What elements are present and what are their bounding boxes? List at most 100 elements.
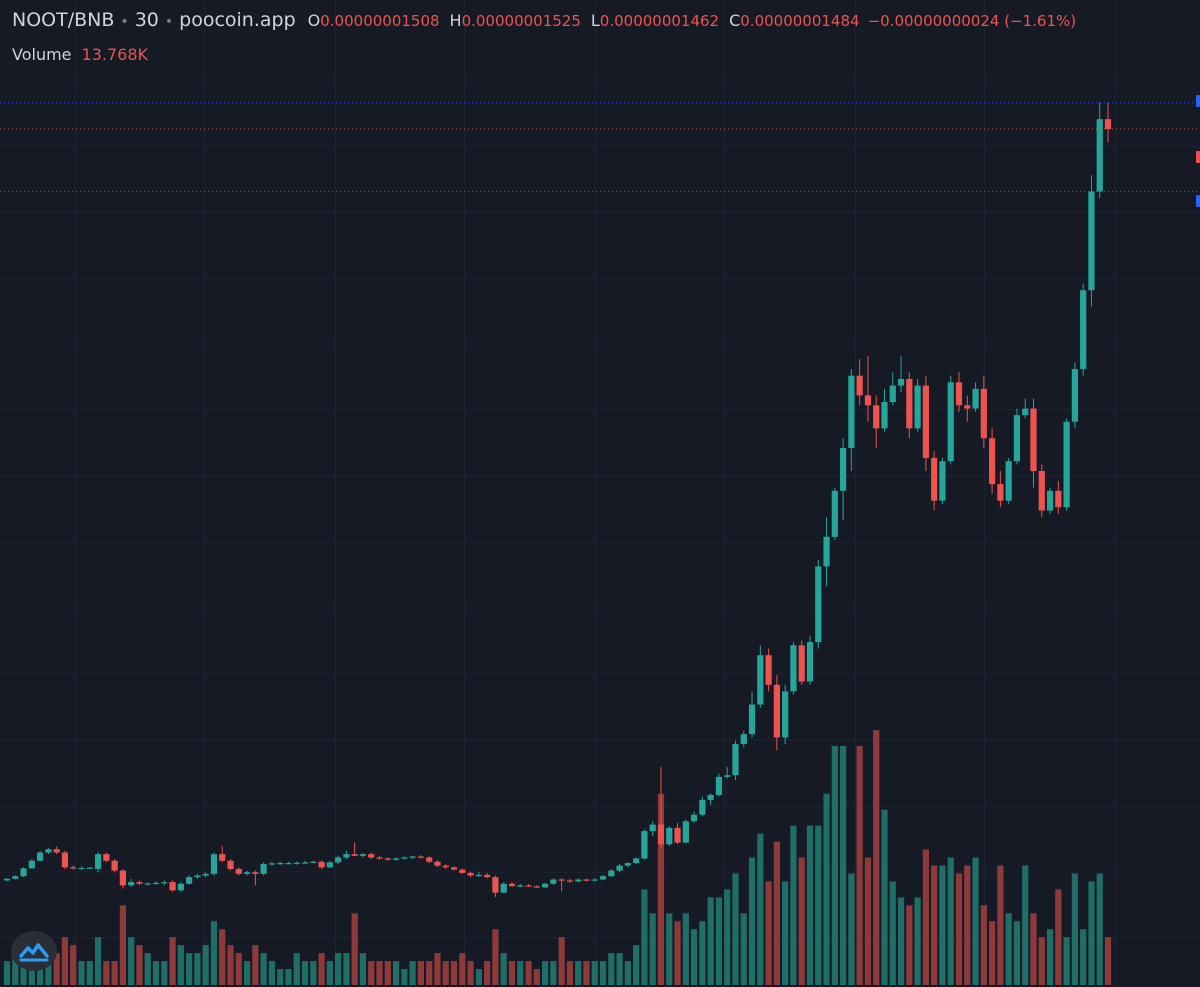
candle-body — [914, 385, 921, 429]
candle-body — [152, 882, 160, 884]
candle-body — [243, 872, 251, 874]
candle-body — [86, 867, 93, 869]
volume-bar — [161, 961, 168, 985]
candle-body — [550, 879, 557, 884]
candle-body — [475, 874, 482, 877]
volume-bar — [1046, 929, 1054, 985]
volume-bar — [1080, 929, 1087, 985]
volume-bar — [782, 881, 789, 985]
candle-body — [980, 388, 987, 439]
mountain-logo-icon — [19, 943, 49, 962]
interval-label[interactable]: 30 — [134, 9, 159, 31]
candle-body — [467, 872, 474, 876]
volume-bar — [989, 921, 996, 985]
volume-bar — [757, 833, 764, 985]
volume-bar — [558, 937, 565, 985]
candle-body — [848, 375, 855, 449]
volume-bar — [897, 897, 905, 985]
candle-body — [434, 861, 441, 866]
volume-bar — [525, 961, 532, 985]
candle-body — [608, 870, 615, 877]
candle-body — [70, 867, 77, 869]
candle-body — [839, 448, 847, 491]
volume-bar — [194, 953, 201, 985]
volume-bar — [3, 961, 11, 985]
volume-label[interactable]: Volume — [12, 45, 72, 64]
volume-bar — [434, 953, 441, 985]
separator-dot: • — [120, 14, 129, 30]
volume-bar — [666, 913, 673, 985]
candle-body — [856, 375, 863, 396]
volume-bar — [608, 953, 615, 985]
volume-bar — [210, 921, 218, 985]
volume-bar — [475, 969, 482, 985]
candle-body — [219, 854, 226, 861]
volume-bar — [939, 865, 946, 985]
candle-body — [939, 461, 946, 501]
candle-body — [1005, 461, 1012, 501]
candle-body — [293, 862, 300, 864]
candle-body — [806, 642, 814, 682]
candle-body — [194, 875, 201, 878]
volume-bar — [12, 953, 19, 985]
volume-bar — [467, 961, 474, 985]
candle-body — [252, 872, 259, 874]
volume-bar — [541, 961, 549, 985]
candle-body — [103, 854, 110, 861]
volume-bar — [235, 953, 242, 985]
candle-body — [1038, 471, 1045, 511]
volume-bar — [310, 961, 317, 985]
candle-body — [45, 849, 52, 853]
candle-body — [541, 883, 549, 888]
candle-body — [997, 484, 1004, 501]
candle-body — [715, 776, 723, 795]
candle-body — [268, 863, 276, 865]
volume-bar — [823, 793, 830, 985]
candle-body — [376, 857, 383, 859]
candle-body — [1088, 191, 1095, 291]
candle-body — [359, 854, 367, 856]
volume-bar — [426, 961, 433, 985]
candle-body — [666, 827, 673, 845]
volume-bar — [575, 961, 582, 985]
candle-body — [186, 877, 193, 884]
candle-body — [1071, 369, 1078, 422]
candle-body — [3, 878, 11, 881]
symbol-name[interactable]: NOOT/BNB — [12, 9, 115, 31]
volume-bar — [268, 961, 276, 985]
volume-bar — [699, 921, 706, 985]
candle-body — [210, 854, 218, 874]
candle-body — [773, 684, 780, 738]
candle-body — [119, 870, 126, 886]
candle-body — [111, 860, 118, 871]
candle-body — [335, 857, 342, 863]
volume-bar — [881, 809, 888, 985]
candle-body — [500, 883, 507, 893]
chart-logo-icon[interactable] — [11, 931, 57, 971]
volume-bar — [715, 897, 723, 985]
candle-body — [169, 882, 176, 891]
volume-bar — [806, 825, 814, 985]
volume-bar — [492, 929, 499, 985]
volume-bar — [285, 969, 292, 985]
candle-body — [94, 854, 102, 869]
volume-bar — [78, 961, 85, 985]
candle-body — [442, 865, 449, 868]
volume-bar — [914, 897, 921, 985]
candle-body — [136, 882, 143, 884]
volume-bar — [633, 945, 640, 985]
volume-bar — [517, 961, 524, 985]
volume-bar — [169, 937, 176, 985]
candle-body — [384, 858, 391, 860]
candle-body — [12, 876, 19, 879]
candle-body — [823, 536, 830, 567]
volume-bar — [566, 961, 574, 985]
candle-body — [1104, 119, 1112, 130]
separator-dot: • — [164, 14, 174, 30]
candle-body — [508, 883, 516, 887]
volume-bar — [111, 961, 118, 985]
volume-bar — [359, 953, 367, 985]
volume-bar — [318, 953, 325, 985]
